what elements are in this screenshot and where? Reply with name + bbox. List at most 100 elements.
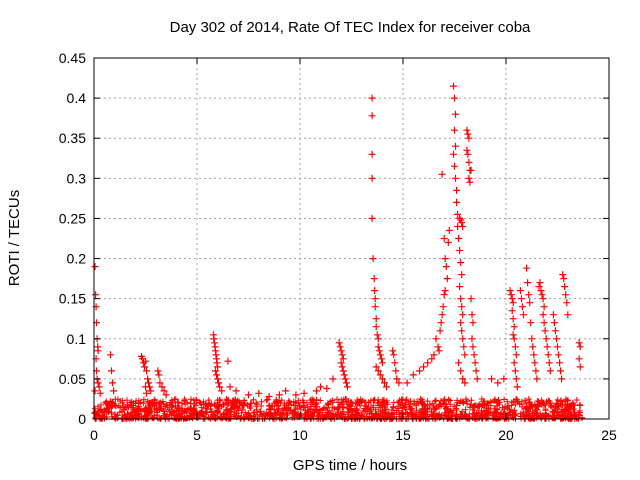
data-point <box>216 383 224 391</box>
data-point <box>214 363 222 371</box>
data-point <box>451 162 458 170</box>
data-point <box>368 94 376 102</box>
data-point <box>530 351 538 359</box>
data-point <box>443 275 451 283</box>
data-point <box>383 383 390 391</box>
x-tick-label: 25 <box>601 427 617 443</box>
data-point <box>439 303 447 311</box>
data-point <box>456 283 464 291</box>
data-point <box>455 359 463 367</box>
data-point <box>212 367 219 375</box>
axis-ticks <box>93 57 610 420</box>
data-point <box>576 363 584 371</box>
data-point <box>539 311 547 319</box>
data-point <box>336 343 344 351</box>
data-point <box>430 351 438 359</box>
data-point <box>512 375 520 383</box>
data-point <box>368 112 376 120</box>
data-point <box>96 389 104 397</box>
data-point <box>461 351 469 359</box>
data-point <box>371 287 379 295</box>
data-point <box>313 387 320 395</box>
data-point <box>509 331 517 339</box>
data-point <box>556 359 564 367</box>
data-point <box>110 387 118 395</box>
data-point <box>213 371 221 379</box>
data-point <box>341 375 349 383</box>
data-point <box>512 351 520 359</box>
data-point <box>509 315 517 323</box>
data-point <box>392 367 400 375</box>
data-point <box>575 355 583 363</box>
data-point <box>395 379 403 387</box>
data-point <box>452 110 459 118</box>
data-point <box>526 299 534 307</box>
data-point <box>451 126 458 134</box>
plot-frame <box>93 57 610 420</box>
data-point <box>468 335 476 343</box>
data-point <box>442 263 450 271</box>
data-point <box>337 359 345 367</box>
data-point <box>440 291 448 299</box>
data-point <box>523 264 531 272</box>
data-point <box>147 387 155 395</box>
x-tick-label: 5 <box>193 427 201 443</box>
data-point <box>339 367 347 375</box>
data-point <box>467 295 475 303</box>
y-tick-label: 0.3 <box>67 170 87 186</box>
data-point <box>335 339 343 347</box>
x-tick-label: 20 <box>498 427 514 443</box>
data-point <box>451 94 458 102</box>
data-points <box>91 82 584 400</box>
data-point <box>409 371 417 379</box>
data-point <box>378 359 386 367</box>
data-point <box>513 383 521 391</box>
data-point <box>508 295 516 303</box>
y-tick-label: 0.05 <box>59 371 86 387</box>
data-point <box>540 319 548 327</box>
data-point <box>255 389 263 397</box>
data-point <box>94 379 102 387</box>
data-point <box>458 303 466 311</box>
data-point <box>488 375 496 383</box>
data-point <box>469 319 477 327</box>
data-point <box>265 393 273 400</box>
data-point <box>576 343 584 351</box>
data-point <box>456 214 464 222</box>
data-point <box>533 375 541 383</box>
data-point <box>457 367 465 375</box>
data-point <box>520 311 527 319</box>
data-point <box>543 343 551 351</box>
data-point <box>461 379 469 387</box>
data-point <box>95 383 103 391</box>
data-point <box>375 347 383 355</box>
data-point <box>465 134 473 142</box>
data-point <box>511 367 519 375</box>
data-point <box>374 335 382 343</box>
data-point <box>458 219 466 226</box>
data-point <box>92 291 100 299</box>
data-point <box>525 291 533 299</box>
data-point <box>91 263 99 271</box>
data-point <box>143 367 150 375</box>
data-point <box>457 259 465 267</box>
data-point <box>444 239 452 246</box>
data-point <box>541 327 549 335</box>
data-point <box>455 235 463 242</box>
data-point <box>232 387 240 395</box>
data-point <box>551 327 559 335</box>
data-point <box>339 355 347 363</box>
data-point <box>464 130 472 138</box>
data-point <box>376 351 384 359</box>
data-point <box>464 150 472 158</box>
data-point <box>440 235 448 242</box>
data-point <box>458 327 466 335</box>
data-point <box>459 311 467 319</box>
data-point <box>452 142 459 150</box>
data-point <box>466 178 474 186</box>
data-point <box>542 335 550 343</box>
data-point <box>459 375 467 383</box>
chart-title: Day 302 of 2014, Rate Of TEC Index for r… <box>170 19 531 36</box>
data-point <box>509 299 517 307</box>
